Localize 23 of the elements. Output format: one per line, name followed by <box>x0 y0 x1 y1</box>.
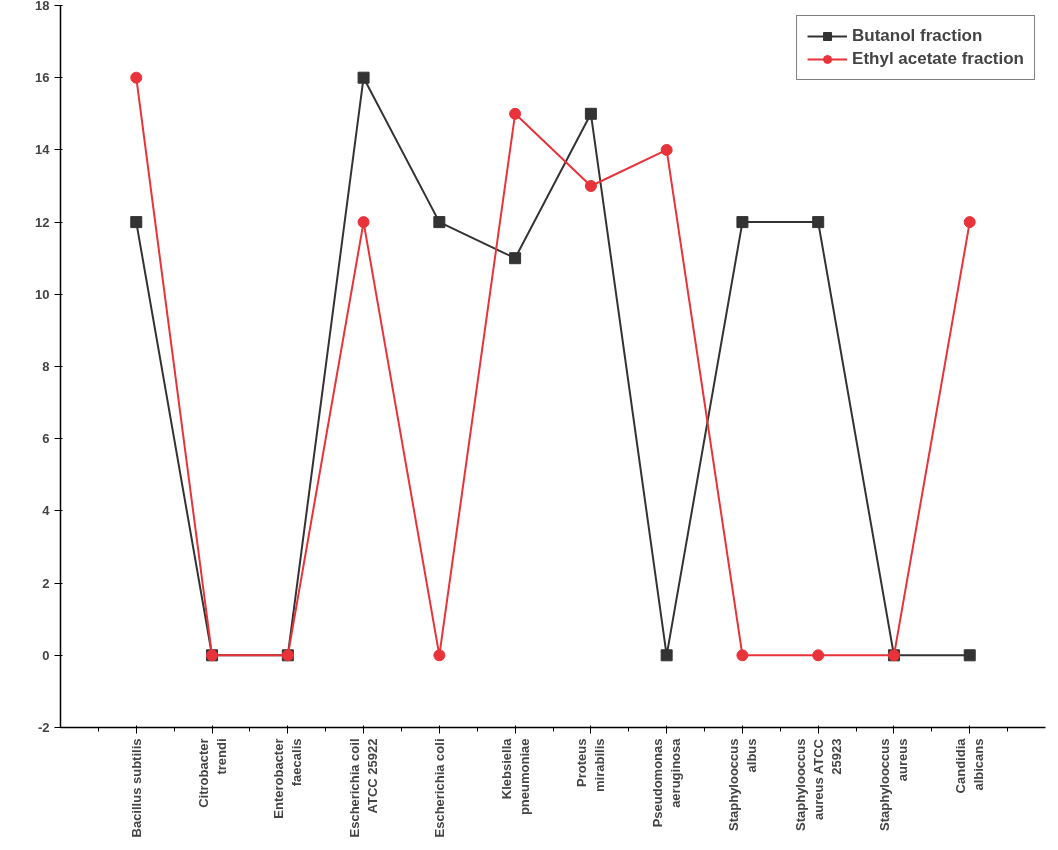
y-tick-label: 2 <box>42 575 50 591</box>
legend-label: Ethyl acetate fraction <box>852 49 1024 69</box>
x-tick-label: Staphylooccus aureus ATCC 25923 <box>792 738 844 831</box>
x-tick-label: Bacillus subtilis <box>128 738 144 838</box>
x-tick-label: Escherichia coli <box>431 738 447 838</box>
y-tick-label: 4 <box>42 503 51 519</box>
y-tick-label: 0 <box>42 647 50 663</box>
x-tick-label: Klebsiella pneumoniae <box>498 737 532 816</box>
y-tick-label: 18 <box>35 0 50 13</box>
x-tick-label: Staphylooccus aureus <box>877 738 911 831</box>
y-tick-label: 6 <box>42 431 50 447</box>
legend-label: Butanol fraction <box>852 26 983 46</box>
y-tick-label: 16 <box>35 70 50 86</box>
x-tick-label: Proteus mirabilis <box>574 738 608 792</box>
x-tick-label: Candidia albicans <box>953 737 987 794</box>
y-tick-label: -2 <box>37 720 50 735</box>
x-tick-label: Enterobacter faecalis <box>271 738 305 819</box>
y-tick-label: 12 <box>35 214 50 230</box>
y-tick-label: 8 <box>42 359 50 374</box>
y-tick-label: 14 <box>35 142 51 158</box>
y-tick-label: 10 <box>35 286 50 302</box>
x-tick-label: Staphylooccus albus <box>725 738 759 831</box>
x-tick-label: Citrobacter trendi <box>195 738 229 808</box>
